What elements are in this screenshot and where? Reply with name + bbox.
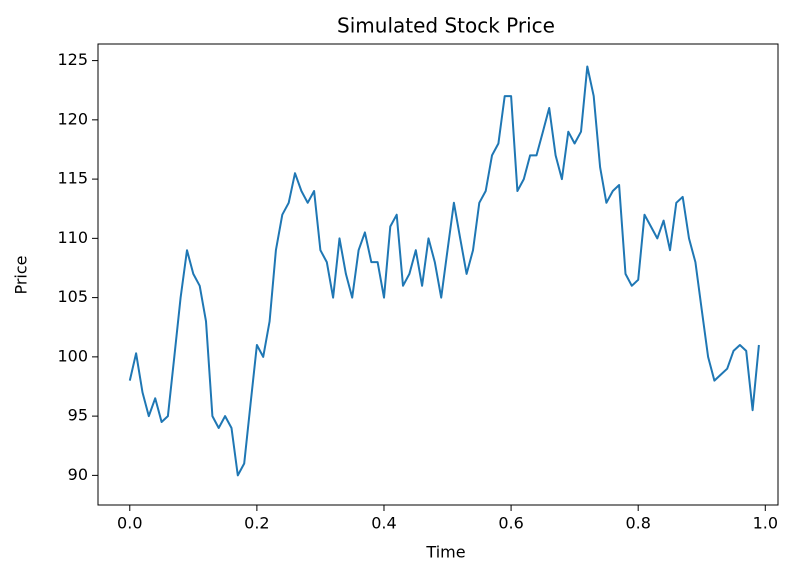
x-tick-label: 0.0 — [117, 514, 142, 533]
y-tick-label: 100 — [57, 346, 88, 365]
plot-frame — [97, 43, 779, 506]
y-tick-label: 120 — [57, 109, 88, 128]
y-tick-label: 125 — [57, 50, 88, 69]
y-tick-label: 110 — [57, 228, 88, 247]
chart-title: Simulated Stock Price — [337, 14, 555, 38]
y-tick-label: 90 — [68, 465, 88, 484]
x-tick-label: 0.2 — [244, 514, 269, 533]
x-tick-label: 0.4 — [371, 514, 396, 533]
x-axis-label: Time — [425, 543, 465, 562]
price-line — [128, 65, 760, 477]
x-tick-label: 0.6 — [498, 514, 523, 533]
y-tick-label: 95 — [68, 406, 88, 425]
x-tick-label: 0.8 — [625, 514, 650, 533]
x-tick-label: 1.0 — [753, 514, 778, 533]
y-tick-label: 115 — [57, 169, 88, 188]
y-axis-label: Price — [12, 255, 31, 294]
y-tick-label: 105 — [57, 287, 88, 306]
